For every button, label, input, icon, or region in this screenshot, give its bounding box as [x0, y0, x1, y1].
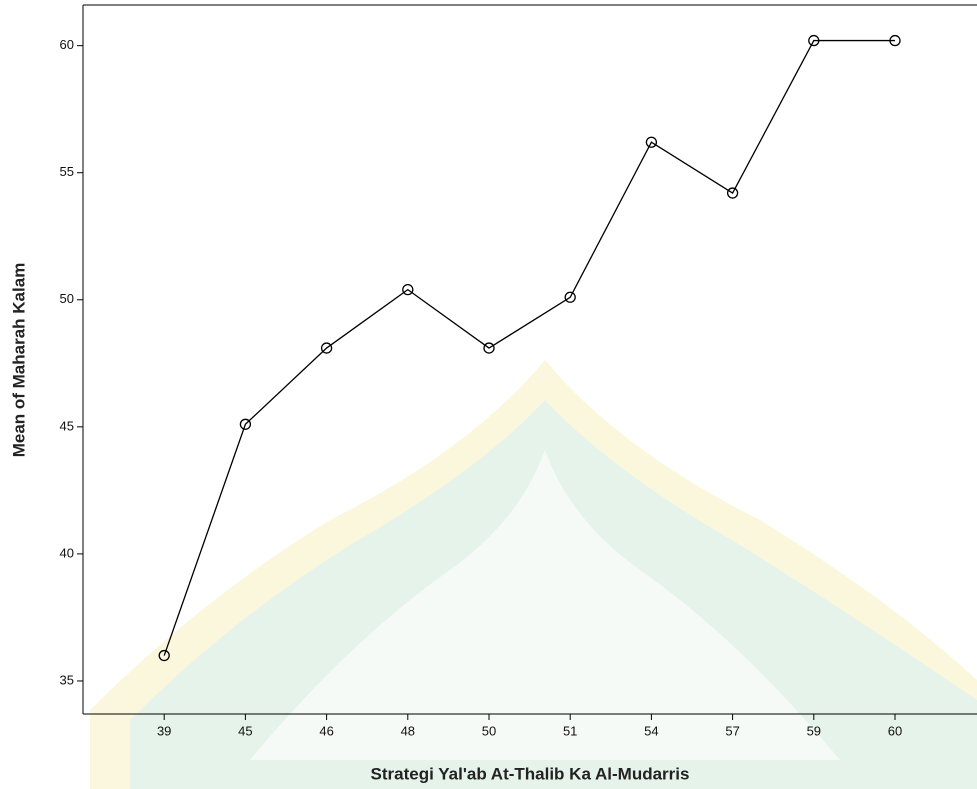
watermark [90, 360, 977, 789]
x-tick-label: 54 [644, 723, 658, 738]
x-axis-title: Strategi Yal'ab At-Thalib Ka Al-Mudarris [371, 764, 690, 783]
y-tick-label: 60 [60, 37, 74, 52]
x-tick-label: 39 [157, 723, 171, 738]
y-tick-label: 45 [60, 418, 74, 433]
marker [808, 34, 820, 47]
marker [402, 283, 414, 296]
marker [158, 649, 170, 662]
x-tick-label: 50 [482, 723, 496, 738]
marker [889, 34, 901, 47]
marker [564, 291, 576, 303]
x-tick-label: 48 [401, 723, 415, 738]
x-tick-label: 59 [807, 723, 821, 738]
y-tick-label: 35 [60, 672, 74, 687]
x-tick-label: 46 [319, 723, 333, 738]
marker [239, 418, 252, 430]
x-tick-label: 57 [725, 723, 739, 738]
marker [483, 342, 495, 354]
y-axis-title: Mean of Maharah Kalam [9, 263, 28, 458]
marker [645, 136, 658, 148]
x-tick-label: 45 [238, 723, 252, 738]
y-tick-label: 55 [60, 164, 74, 179]
y-tick-label: 50 [60, 291, 74, 306]
x-tick-label: 60 [888, 723, 902, 738]
marker [320, 342, 333, 354]
x-tick-label: 51 [563, 723, 577, 738]
marker [726, 187, 739, 199]
y-tick-label: 40 [60, 545, 74, 560]
line [163, 39, 895, 656]
